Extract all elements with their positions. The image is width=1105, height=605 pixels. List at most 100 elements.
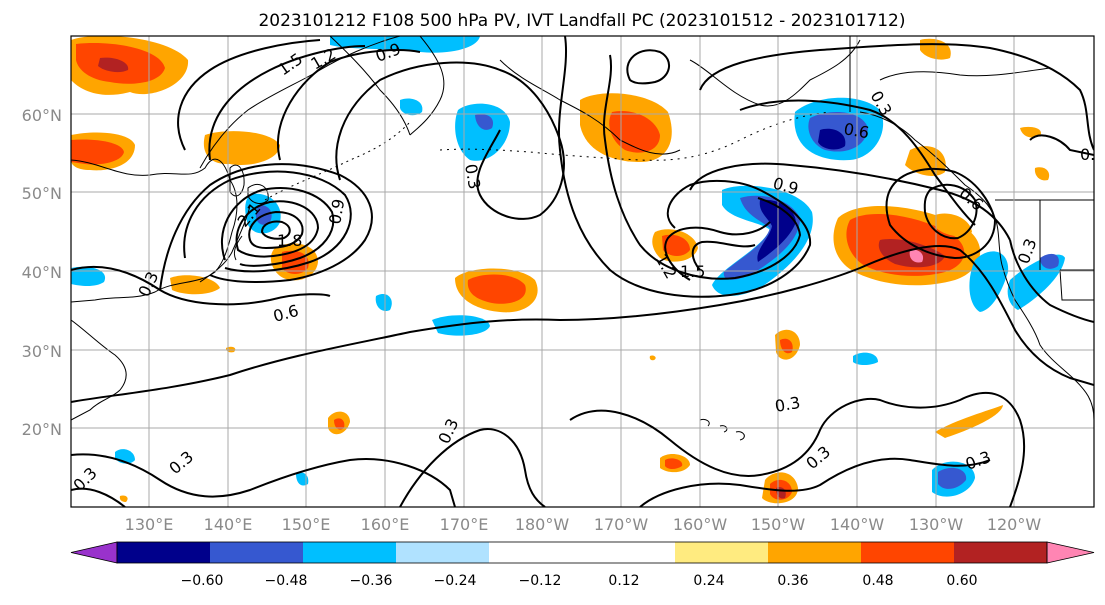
contour-line	[71, 487, 126, 507]
colorbar-ticks: −0.60 −0.48 −0.36 −0.24 −0.12 0.12 0.24 …	[181, 573, 978, 589]
lat-label: 60°N	[22, 106, 62, 125]
gridlines	[71, 36, 1094, 507]
colorbar-tick-label: 0.24	[693, 573, 724, 589]
shade-area	[375, 293, 392, 312]
hokkaido	[247, 184, 269, 204]
contour-line	[235, 200, 320, 258]
shade-area	[119, 495, 128, 502]
north-america-coast	[859, 111, 1094, 421]
contour-line	[1029, 134, 1094, 156]
map-border	[70, 35, 1095, 508]
contour-label: 0.3	[773, 393, 801, 416]
arctic-coast	[879, 67, 1051, 81]
colorbar-extend-max	[1046, 541, 1095, 564]
contour-line	[71, 266, 331, 306]
lon-label: 130°W	[909, 515, 964, 534]
contour-line	[71, 453, 456, 507]
contour-line	[220, 187, 335, 267]
contour-line	[699, 43, 1094, 151]
lat-label: 30°N	[22, 342, 62, 361]
china-coast	[71, 319, 127, 421]
okhotsk-coast	[199, 36, 401, 169]
colorbar-segment	[303, 542, 397, 563]
chukotka	[499, 59, 681, 155]
contour-line	[335, 61, 565, 220]
shade-area	[170, 275, 220, 295]
pv-contours	[71, 36, 1094, 507]
longitude-labels: 130°E 140°E 150°E 160°E 170°E 180°W 170°…	[125, 515, 1042, 534]
border-lines	[995, 199, 1094, 301]
shade-area	[662, 234, 690, 256]
shade-area	[400, 98, 423, 116]
shade-area	[935, 213, 972, 237]
lon-label: 170°W	[594, 515, 649, 534]
shade-area	[665, 458, 683, 469]
honshu	[199, 205, 251, 283]
contour-line	[923, 183, 978, 240]
lon-label: 140°E	[204, 515, 253, 534]
contour-line	[603, 54, 802, 280]
contour-line	[208, 45, 366, 161]
lon-label: 180°W	[515, 515, 570, 534]
latitude-labels: 60°N 50°N 40°N 30°N 20°N	[22, 106, 62, 439]
contour-label: 0.3	[461, 162, 484, 190]
contour-line	[626, 49, 670, 85]
shade-area	[935, 405, 1003, 438]
lon-label: 150°E	[282, 515, 331, 534]
shade-area	[467, 274, 526, 304]
lon-label: 150°W	[751, 515, 806, 534]
colorbar-segment	[954, 542, 1048, 563]
shade-area	[757, 199, 796, 262]
contour-label: 1.5	[680, 262, 705, 281]
shade-area	[909, 249, 924, 263]
contour-label: 0.6	[1080, 145, 1105, 164]
contour-label: 0.6	[842, 119, 870, 142]
contour-line	[689, 162, 1011, 241]
lat-label: 20°N	[22, 420, 62, 439]
contour-line	[177, 39, 321, 151]
shade-area	[330, 36, 480, 53]
contour-label: 1.8	[277, 231, 302, 250]
contour-line	[183, 170, 352, 273]
shade-area	[1034, 167, 1050, 181]
lon-label: 130°E	[125, 515, 174, 534]
colorbar-tick-label: −0.36	[350, 573, 393, 589]
colorbar-segment	[396, 542, 490, 563]
contour-label: 0.9	[325, 197, 348, 225]
colorbar-tick-label: 0.48	[862, 573, 893, 589]
colorbar: −0.60 −0.48 −0.36 −0.24 −0.12 0.12 0.24 …	[70, 541, 1095, 589]
contour-line	[885, 168, 997, 260]
contour-line	[558, 36, 812, 298]
colorbar-tick-label: 0.12	[608, 573, 639, 589]
colorbar-tick-label: −0.24	[434, 573, 477, 589]
colorbar-outline	[116, 541, 1048, 564]
shade-area	[296, 472, 309, 486]
contour-line	[1009, 239, 1094, 323]
kamchatka-west	[329, 36, 411, 136]
colorbar-segments	[70, 541, 1095, 564]
colorbar-segment	[675, 542, 769, 563]
aleutians	[439, 111, 831, 161]
lat-label: 50°N	[22, 184, 62, 203]
map-panel: 1.5 1.2 0.9 0.3 0.6 1.8 2.1 0.9 1.2 1.5 …	[70, 35, 1105, 508]
contour-line	[399, 428, 546, 507]
pc-shading	[71, 36, 1065, 504]
colorbar-segment	[117, 542, 211, 563]
colorbar-segment	[582, 542, 676, 563]
contour-line	[159, 163, 373, 291]
colorbar-segment	[489, 542, 583, 563]
contour-line	[569, 391, 1026, 507]
colorbar-tick-label: 0.36	[777, 573, 808, 589]
shade-area	[649, 355, 656, 361]
contour-line	[248, 210, 304, 250]
contour-line	[664, 221, 771, 281]
contour-line	[639, 457, 991, 507]
shade-area	[203, 131, 280, 166]
lon-label: 140°W	[830, 515, 885, 534]
contour-line	[260, 220, 291, 240]
colorbar-segment	[768, 542, 862, 563]
shade-area	[1040, 253, 1059, 269]
colorbar-tick-label: −0.48	[265, 573, 308, 589]
honshu-west	[233, 235, 243, 261]
